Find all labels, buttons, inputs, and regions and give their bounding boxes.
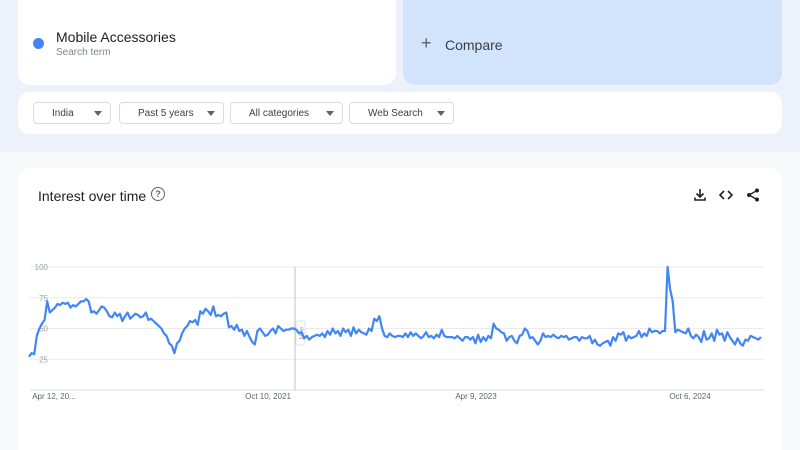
x-tick-label: Oct 6, 2024 (669, 392, 711, 401)
time-range-dropdown[interactable]: Past 5 years (119, 102, 224, 124)
embed-code-icon[interactable] (717, 186, 735, 204)
region-dropdown-label: India (52, 107, 74, 119)
x-tick-label: Oct 10, 2021 (245, 392, 291, 401)
help-icon[interactable]: ? (151, 187, 165, 201)
series-line (28, 265, 762, 358)
interest-line-chart: 25 50 75 100 Apr 12, 20... Oct 10, 2021 Apr 9,… (28, 263, 764, 401)
share-icon[interactable] (744, 186, 762, 204)
x-tick-label: Apr 9, 2023 (455, 392, 497, 401)
region-dropdown[interactable]: India (33, 102, 111, 124)
compare-label: Compare (445, 37, 503, 53)
search-term-name[interactable]: Mobile Accessories (56, 29, 176, 45)
y-tick-label: 25 (39, 355, 48, 364)
search-type-dropdown-label: Web Search (368, 107, 423, 119)
chart-title: Interest over time (38, 188, 147, 204)
y-tick-label: 75 (39, 294, 48, 303)
plus-icon: + (421, 33, 432, 53)
chevron-down-icon (437, 110, 445, 116)
category-dropdown-label: All categories (249, 107, 310, 119)
category-dropdown[interactable]: All categories (230, 102, 343, 124)
search-type-dropdown[interactable]: Web Search (349, 102, 454, 124)
y-tick-label: 100 (35, 263, 49, 272)
x-tick-label: Apr 12, 20... (32, 392, 76, 401)
series-color-dot (33, 38, 44, 49)
interest-over-time-card: Interest over time ? 25 50 75 100 Apr 12, 20… (18, 168, 782, 450)
compare-button[interactable]: + Compare (403, 0, 782, 85)
time-range-dropdown-label: Past 5 years (138, 107, 194, 119)
search-term-subtitle: Search term (56, 47, 111, 58)
chevron-down-icon (326, 110, 334, 116)
y-tick-label: 50 (39, 325, 48, 334)
search-term-card[interactable]: Mobile Accessories Search term (18, 0, 396, 85)
chevron-down-icon (94, 110, 102, 116)
chevron-down-icon (207, 110, 215, 116)
filter-bar: India Past 5 years All categories Web Se… (18, 92, 782, 134)
download-icon[interactable] (691, 186, 709, 204)
